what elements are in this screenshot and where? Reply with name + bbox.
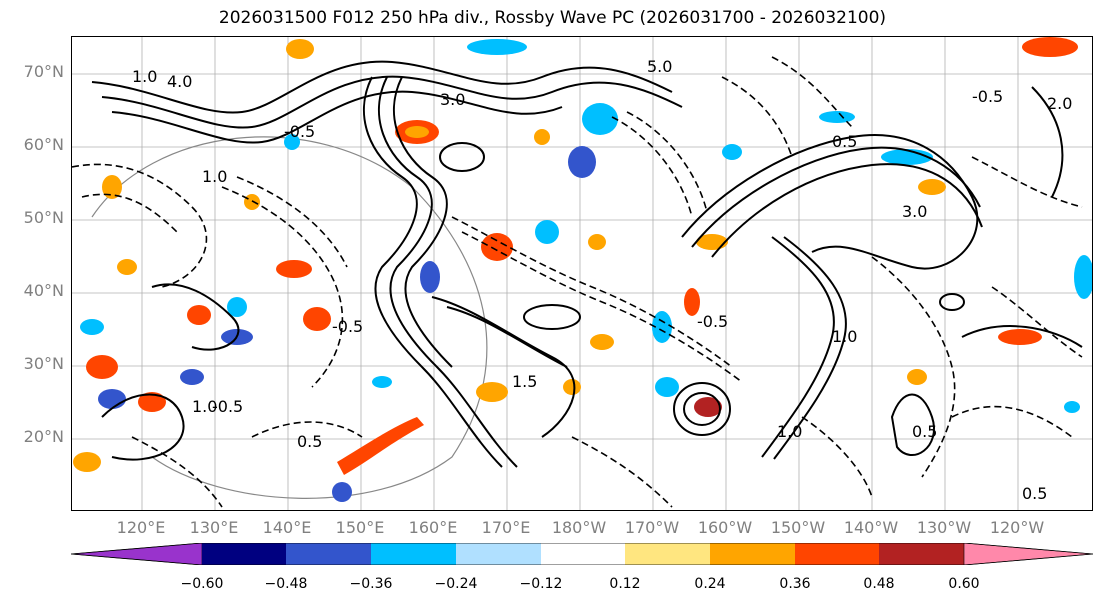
colorbar-tick: 0.24 [694, 576, 726, 592]
lat-label-50: 50°N [23, 208, 64, 227]
colorbar-seg [371, 543, 456, 565]
colorbar-seg [456, 543, 541, 565]
contour-label: 0.5 [297, 432, 322, 451]
lon-label-170w: 170°W [624, 518, 680, 537]
colorbar-seg [71, 543, 203, 565]
colorbar-seg [879, 543, 964, 565]
map-panel: 1.0 4.0 -0.5 3.0 -0.5 1.0 3.0 5.0 0.5 -0… [71, 36, 1093, 511]
contour-label: -0.5 [212, 397, 243, 416]
lon-label-150w: 150°W [770, 518, 826, 537]
contour-label: 1.5 [512, 372, 537, 391]
graticule [72, 37, 1092, 510]
contour-label: 5.0 [647, 57, 672, 76]
shading-layer [73, 37, 1092, 502]
lon-label-180w: 180°W [551, 518, 607, 537]
colorbar-tick: −0.24 [434, 576, 478, 592]
colorbar-seg [710, 543, 795, 565]
colorbar-tick: 0.60 [948, 576, 980, 592]
lon-label-120e: 120°E [116, 518, 166, 537]
colorbar-tick: −0.60 [180, 576, 224, 592]
contour-label: -0.5 [332, 317, 363, 336]
lat-label-70: 70°N [23, 62, 64, 81]
contour-label: 1.0 [832, 327, 857, 346]
contour-label: 2.0 [1047, 94, 1072, 113]
colorbar-tick: 0.12 [609, 576, 641, 592]
colorbar-tick: −0.36 [349, 576, 393, 592]
contour-labels: 1.0 4.0 -0.5 3.0 -0.5 1.0 3.0 5.0 0.5 -0… [132, 57, 1072, 503]
colorbar-seg [202, 543, 286, 565]
colorbar-tick: 0.36 [779, 576, 811, 592]
lon-label-140e: 140°E [262, 518, 312, 537]
contour-label: 0.5 [912, 422, 937, 441]
contour-label: -0.5 [697, 312, 728, 331]
colorbar-seg [625, 543, 710, 565]
contour-label: -0.5 [972, 87, 1003, 106]
dashed-contours [72, 56, 1083, 508]
contour-label: 1.0 [202, 167, 227, 186]
contour-label: 1.0 [777, 422, 802, 441]
colorbar-tick: −0.48 [264, 576, 308, 592]
lat-label-20: 20°N [23, 427, 64, 446]
contour-label: 3.0 [440, 90, 465, 109]
colorbar [71, 543, 1093, 565]
lon-label-140w: 140°W [843, 518, 899, 537]
colorbar-seg [795, 543, 879, 565]
lat-label-40: 40°N [23, 281, 64, 300]
lat-label-30: 30°N [23, 354, 64, 373]
contour-label: 0.5 [1022, 484, 1047, 503]
lon-label-160w: 160°W [697, 518, 753, 537]
contour-label: 3.0 [902, 202, 927, 221]
lon-label-130e: 130°E [189, 518, 239, 537]
lon-label-160e: 160°E [408, 518, 458, 537]
colorbar-seg [963, 543, 1093, 565]
colorbar-tick: 0.48 [863, 576, 895, 592]
contour-map: 1.0 4.0 -0.5 3.0 -0.5 1.0 3.0 5.0 0.5 -0… [72, 37, 1092, 510]
colorbar-tick: −0.12 [519, 576, 563, 592]
contour-label: 4.0 [167, 72, 192, 91]
lon-label-120w: 120°W [989, 518, 1045, 537]
lat-label-60: 60°N [23, 135, 64, 154]
region-outline [91, 136, 488, 499]
lon-label-170e: 170°E [481, 518, 531, 537]
colorbar-seg [286, 543, 371, 565]
lon-label-150e: 150°E [335, 518, 385, 537]
colorbar-seg [541, 543, 625, 565]
map-title: 2026031500 F012 250 hPa div., Rossby Wav… [218, 8, 887, 28]
contour-label: 1.0 [132, 67, 157, 86]
contour-label: -0.5 [284, 122, 315, 141]
lon-label-130w: 130°W [916, 518, 972, 537]
contour-label: 1.0 [192, 397, 217, 416]
contour-label: 0.5 [832, 132, 857, 151]
solid-contours [91, 60, 1083, 468]
